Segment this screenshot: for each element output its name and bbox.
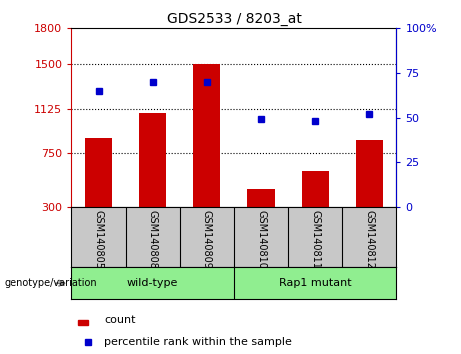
Bar	[248, 189, 275, 207]
Text: GSM140810: GSM140810	[256, 210, 266, 269]
Text: GSM140812: GSM140812	[364, 210, 374, 269]
Bar	[356, 140, 383, 207]
Text: percentile rank within the sample: percentile rank within the sample	[104, 337, 292, 348]
Title: GDS2533 / 8203_at: GDS2533 / 8203_at	[166, 12, 301, 26]
Bar	[301, 171, 329, 207]
Text: genotype/variation: genotype/variation	[5, 278, 97, 288]
Bar	[78, 320, 88, 325]
Text: count: count	[104, 315, 136, 325]
Text: GSM140808: GSM140808	[148, 210, 158, 269]
Text: wild-type: wild-type	[127, 278, 178, 288]
Text: Rap1 mutant: Rap1 mutant	[279, 278, 352, 288]
Text: GSM140805: GSM140805	[94, 210, 104, 269]
Text: GSM140811: GSM140811	[310, 210, 320, 269]
Bar	[139, 113, 166, 207]
Bar	[193, 64, 220, 207]
Text: GSM140809: GSM140809	[202, 210, 212, 269]
Bar	[234, 267, 396, 299]
Bar	[71, 267, 234, 299]
Bar	[85, 138, 112, 207]
